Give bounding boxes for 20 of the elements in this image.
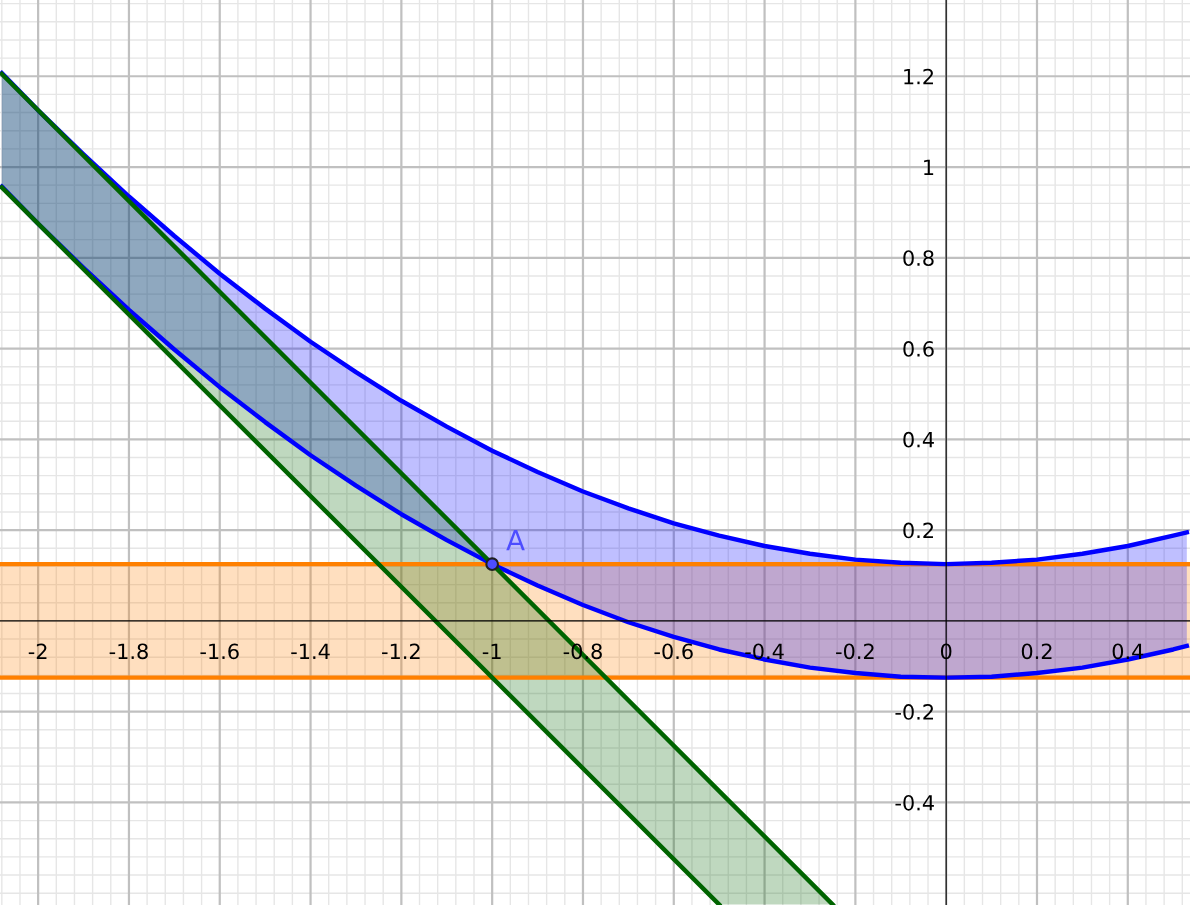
x-tick-label: -0.4 [745,643,784,660]
y-tick-label: 0.4 [903,431,934,448]
x-tick-label: -1 [482,643,501,659]
x-tick-label: -2 [28,643,47,659]
y-tick-label: 1.2 [904,68,933,85]
x-tick-label: -0.2 [836,643,874,660]
y-tick-label: 0.8 [903,250,934,266]
y-tick-label: -0.2 [895,704,933,720]
y-tick-label: 1 [924,159,934,175]
x-tick-label: 0.4 [1112,643,1144,660]
x-tick-label: 0.2 [1021,643,1052,660]
y-tick-label: -0.4 [895,794,934,811]
x-tick-label: -1.2 [382,643,420,659]
y-tick-label: 0.2 [903,522,933,539]
x-tick-label: -1.8 [109,643,148,660]
x-tick-label: -1.6 [200,643,239,660]
annotation: A [506,530,525,551]
y-tick-label: 0.6 [903,341,934,357]
x-tick-label: -0.6 [654,643,693,660]
x-tick-label: -1.4 [291,643,330,659]
